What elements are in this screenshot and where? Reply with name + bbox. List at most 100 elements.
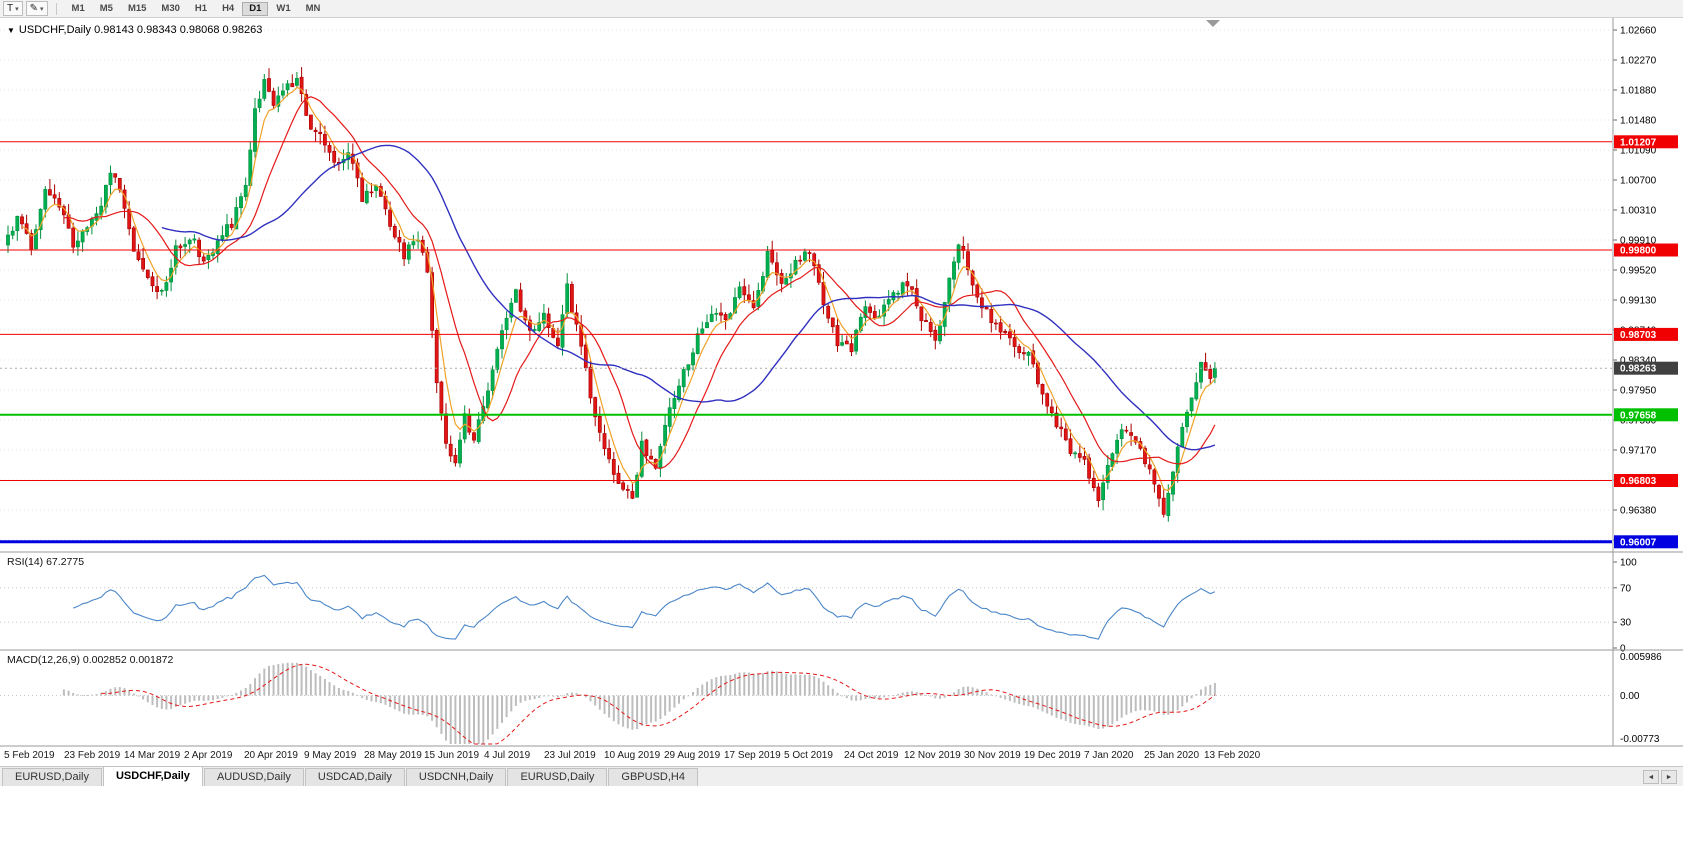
candle-body [1096,486,1101,501]
candlestick-series [6,67,1217,522]
candle-body [919,306,924,322]
chart-tab-4-usdcnh-daily[interactable]: USDCNH,Daily [405,768,507,786]
date-axis-label: 14 Mar 2019 [124,750,181,761]
candle-body [830,317,835,328]
candle-body [308,114,313,130]
macd-signal-line [101,663,1216,745]
candle-body [439,381,444,414]
timeframe-button-m15[interactable]: M15 [127,3,147,14]
timeframe-button-d1[interactable]: D1 [242,1,269,16]
candle-body [1115,439,1120,454]
candle-body [113,173,118,178]
timeframe-button-w1[interactable]: W1 [276,3,291,14]
candle-body [1054,412,1059,428]
candle-body [127,208,132,230]
date-axis-label: 23 Jul 2019 [544,750,596,761]
candle-body [774,262,779,276]
candle-body [192,238,197,241]
candle-body [928,322,933,332]
candle-body [742,286,747,296]
date-axis-label: 7 Jan 2020 [1084,750,1134,761]
candle-body [1203,362,1208,371]
candle-body [1208,368,1213,379]
symbol-dropdown-icon[interactable]: ▼ [7,25,15,35]
chart-tab-3-usdcad-daily[interactable]: USDCAD,Daily [304,768,405,786]
price-label-box-0.99800 [1614,243,1678,257]
candle-body [807,252,812,254]
candle-body [910,286,914,290]
timeframe-button-h4[interactable]: H4 [222,3,235,14]
timeframe-button-m5[interactable]: M5 [99,3,113,14]
tabs-scroll-right-button[interactable]: ► [1661,770,1677,784]
chart-tab-2-audusd-daily[interactable]: AUDUSD,Daily [203,768,304,786]
candle-body [229,223,234,228]
candle-body [1101,482,1106,500]
chart-shift-marker[interactable] [1206,20,1220,27]
chart-tab-6-gbpusd-h4[interactable]: GBPUSD,H4 [608,768,698,786]
candle-body [369,191,374,194]
timeframe-button-m30[interactable]: M30 [161,3,180,14]
candle-body [1180,426,1185,448]
candle-body [52,194,57,199]
chart-tab-5-eurusd-daily[interactable]: EURUSD,Daily [507,768,608,786]
chart-canvas[interactable]: 1.02660 1.02270 1.01880 1.01480 1.01090 1.007… [0,18,1683,762]
candle-body [1143,447,1147,465]
price-axis-label: 0.98340 [1620,356,1657,367]
candle-body [388,209,393,227]
chart-tab-1-usdchf-daily[interactable]: USDCHF,Daily [102,766,203,786]
timeframe-button-m1[interactable]: M1 [71,3,85,14]
timeframe-button-mn[interactable]: MN [305,3,321,14]
candle-body [360,177,365,202]
candle-body [1045,393,1050,407]
candle-body [607,448,612,460]
draw-tool-button[interactable]: ✎ ▾ [25,1,48,16]
candle-body [695,333,700,354]
candle-body [448,443,453,457]
chart-tab-bar: EURUSD,Daily USDCHF,Daily AUDUSD,Daily USDC… [0,766,1683,786]
candle-body [364,190,369,204]
chart-tab-0-eurusd-daily[interactable]: EURUSD,Daily [2,768,102,786]
candle-body [327,145,332,153]
macd-histogram [62,662,1216,744]
candle-body [164,282,169,291]
candle-body [924,320,928,322]
candle-body [1021,352,1026,355]
candle-body [583,344,588,369]
candle-body [476,419,481,443]
tabs-scroll-left-button[interactable]: ◄ [1643,770,1659,784]
candle-body [630,491,635,499]
price-axis-label: 0.97170 [1620,446,1657,457]
candle-body [406,244,411,260]
candle-body [979,297,984,309]
candle-body [257,98,262,108]
date-axis-label: 20 Apr 2019 [244,750,298,761]
price-axis-label: 1.01480 [1620,116,1657,127]
timeframe-button-h1[interactable]: H1 [194,3,208,14]
candle-body [299,76,304,95]
candle-body [253,108,257,152]
candle-body [1012,337,1017,347]
candle-body [500,330,504,350]
price-label-box-1.01207 [1614,135,1678,149]
chart-title: ▼ USDCHF,Daily 0.98143 0.98343 0.98068 0… [7,24,262,36]
candle-body [1049,406,1054,413]
candle-body [225,224,229,237]
candle-body [1147,464,1152,470]
price-label-box-0.97658 [1614,408,1678,422]
date-axis-label: 25 Jan 2020 [1144,750,1199,761]
toolbar-separator [55,2,57,15]
candle-body [313,129,318,132]
candle-body [602,433,607,450]
candle-body [719,312,723,316]
text-tool-button[interactable]: T ▾ [3,1,23,16]
price-label-box-0.96803 [1614,474,1678,487]
candle-body [896,292,901,295]
candle-body [989,308,994,323]
price-label-text: 0.96007 [1620,537,1657,548]
candle-body [20,216,24,225]
candle-body [765,251,770,278]
candle-body [1082,456,1087,460]
candle-body [523,310,528,321]
macd-label: MACD(12,26,9) 0.002852 0.001872 [7,654,174,666]
candle-body [187,239,192,245]
